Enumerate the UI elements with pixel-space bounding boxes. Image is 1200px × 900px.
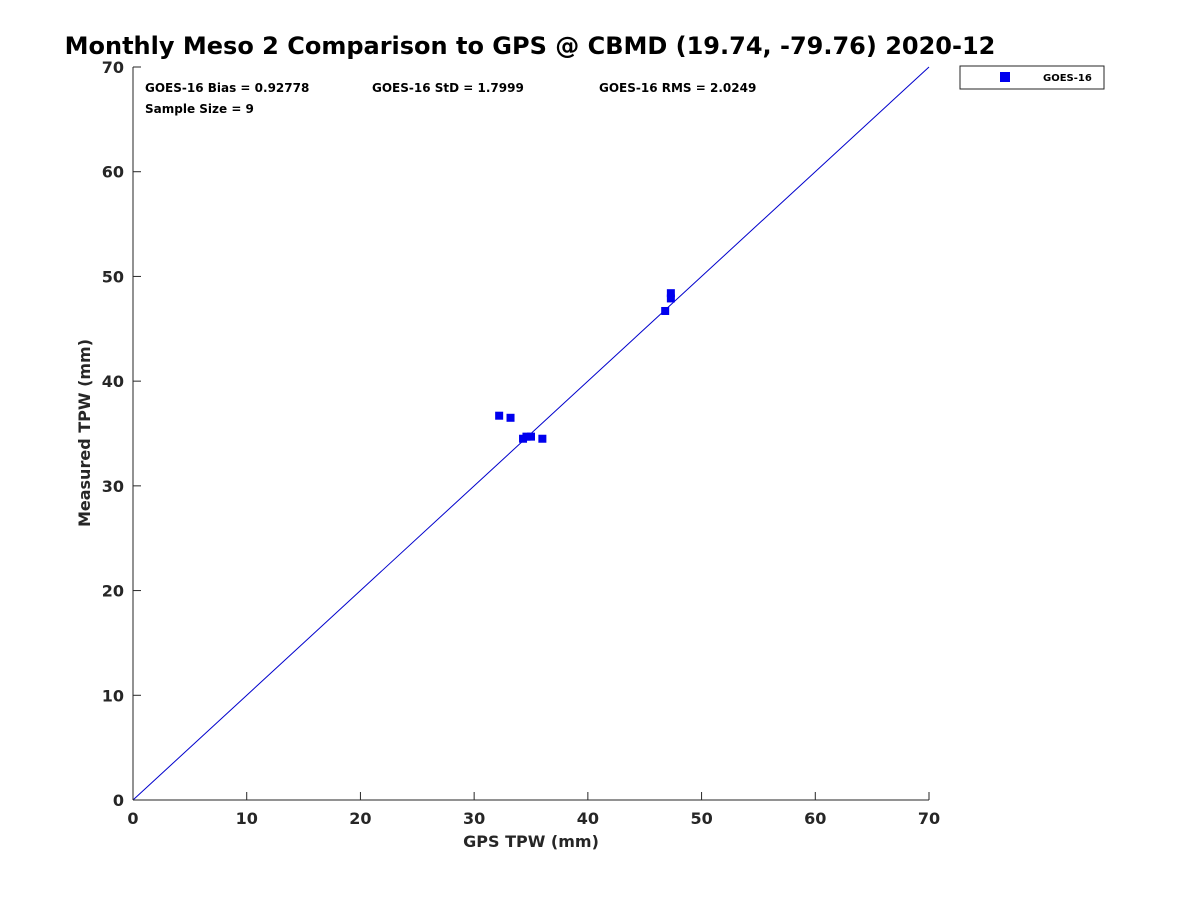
x-tick-label: 50 bbox=[690, 809, 712, 828]
x-tick-label: 0 bbox=[127, 809, 138, 828]
data-point bbox=[666, 294, 675, 303]
legend-label: GOES-16 bbox=[1043, 73, 1092, 84]
data-point bbox=[527, 432, 535, 441]
x-tick-label: 70 bbox=[918, 809, 940, 828]
axes: 0 10 20 30 40 50 60 70 0 10 20 30 40 50 60 70 bbox=[102, 58, 940, 828]
x-tick-label: 30 bbox=[463, 809, 485, 828]
legend: GOES-16 bbox=[959, 65, 1105, 90]
y-tick-label: 50 bbox=[102, 267, 124, 286]
chart-title: Monthly Meso 2 Comparison to GPS @ CBMD … bbox=[65, 32, 996, 60]
stat-rms: GOES-16 RMS = 2.0249 bbox=[599, 81, 756, 95]
data-point bbox=[495, 411, 504, 420]
y-tick-label: 0 bbox=[113, 791, 124, 810]
stat-sample-size: Sample Size = 9 bbox=[145, 102, 254, 116]
data-point bbox=[522, 432, 531, 441]
y-tick-label: 20 bbox=[102, 582, 124, 601]
y-tick-label: 70 bbox=[102, 58, 124, 77]
data-point bbox=[538, 434, 547, 443]
data-point bbox=[506, 413, 515, 422]
x-tick-label: 60 bbox=[804, 809, 826, 828]
x-tick-label: 10 bbox=[236, 809, 258, 828]
data-points bbox=[495, 289, 675, 443]
x-axis-label: GPS TPW (mm) bbox=[463, 832, 599, 851]
y-tick-label: 60 bbox=[102, 163, 124, 182]
y-tick-label: 10 bbox=[102, 686, 124, 705]
y-tick-label: 30 bbox=[102, 477, 124, 496]
stat-bias: GOES-16 Bias = 0.92778 bbox=[145, 81, 309, 95]
legend-box bbox=[959, 65, 1105, 90]
y-tick-label: 40 bbox=[102, 372, 124, 391]
legend-marker bbox=[1000, 72, 1010, 82]
plot-area: 0 10 20 30 40 50 60 70 0 10 20 30 40 50 60 70 bbox=[102, 58, 940, 828]
x-tick-label: 40 bbox=[577, 809, 599, 828]
data-point bbox=[666, 289, 675, 298]
data-point bbox=[661, 306, 670, 315]
stat-std: GOES-16 StD = 1.7999 bbox=[372, 81, 524, 95]
y-axis-label: Measured TPW (mm) bbox=[75, 339, 94, 527]
x-tick-label: 20 bbox=[349, 809, 371, 828]
